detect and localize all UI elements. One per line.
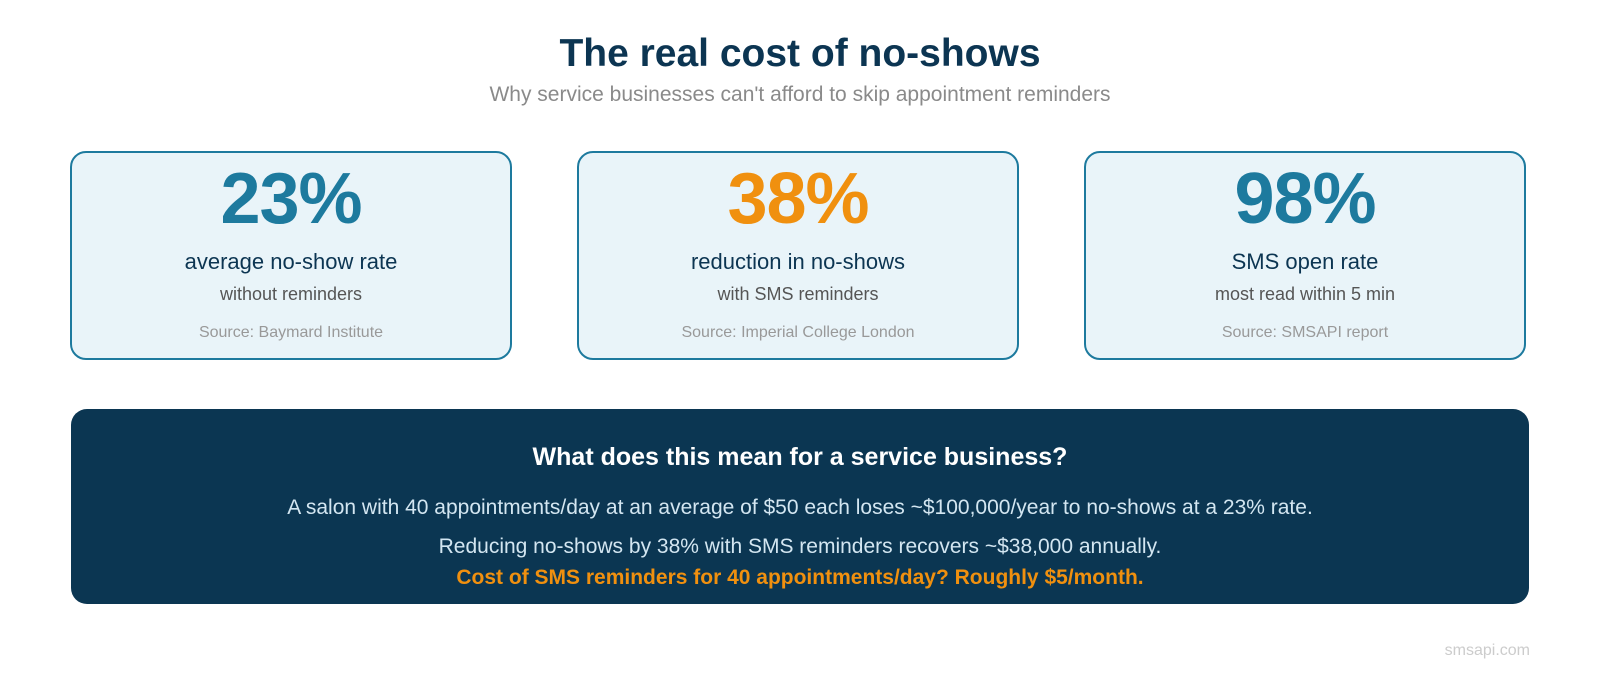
stat-label: average no-show rate bbox=[184, 249, 398, 274]
summary-highlight: Cost of SMS reminders for 40 appointment… bbox=[456, 566, 1144, 589]
summary-panel: What does this mean for a service busine… bbox=[71, 409, 1529, 604]
stat-source: Source: Imperial College London bbox=[681, 324, 915, 341]
stats-row: 23% average no-show rate without reminde… bbox=[70, 151, 1530, 364]
stat-card-open-rate: 98% SMS open rate most read within 5 min… bbox=[1084, 151, 1526, 360]
page-subtitle: Why service businesses can't afford to s… bbox=[489, 83, 1111, 106]
summary-line: Reducing no-shows by 38% with SMS remind… bbox=[438, 535, 1162, 558]
stat-sub: most read within 5 min bbox=[1214, 284, 1396, 304]
stat-source: Source: SMSAPI report bbox=[1221, 324, 1389, 341]
summary-heading: What does this mean for a service busine… bbox=[532, 443, 1068, 471]
stat-card-no-show-rate: 23% average no-show rate without reminde… bbox=[70, 151, 512, 360]
stat-source: Source: Baymard Institute bbox=[198, 324, 384, 341]
stat-label: SMS open rate bbox=[1231, 249, 1379, 274]
stat-sub: without reminders bbox=[219, 284, 363, 304]
stat-card-reduction: 38% reduction in no-shows with SMS remin… bbox=[577, 151, 1019, 360]
summary-line: A salon with 40 appointments/day at an a… bbox=[287, 496, 1313, 519]
stat-value: 98% bbox=[1234, 159, 1376, 239]
page-title: The real cost of no-shows bbox=[559, 32, 1041, 75]
stat-value: 38% bbox=[727, 159, 869, 239]
stat-value: 23% bbox=[220, 159, 362, 239]
footer-brand: smsapi.com bbox=[1444, 642, 1530, 659]
stat-label: reduction in no-shows bbox=[690, 249, 905, 274]
stat-sub: with SMS reminders bbox=[717, 284, 879, 304]
